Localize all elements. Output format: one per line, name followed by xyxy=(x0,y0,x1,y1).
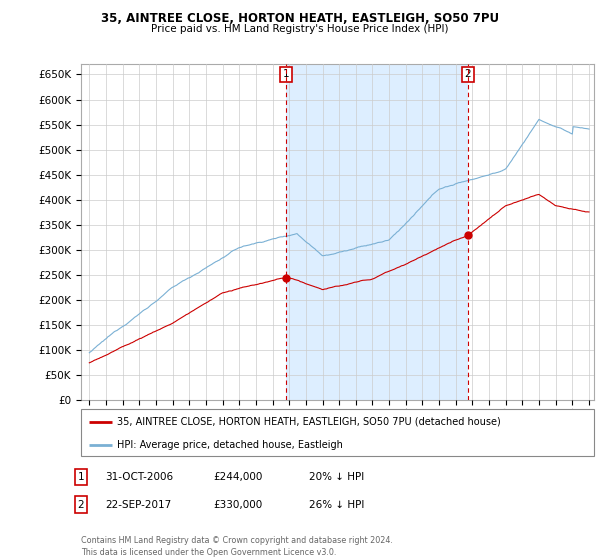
Text: 26% ↓ HPI: 26% ↓ HPI xyxy=(309,500,364,510)
Bar xyxy=(286,64,468,400)
Text: 22-SEP-2017: 22-SEP-2017 xyxy=(105,500,171,510)
Text: £330,000: £330,000 xyxy=(213,500,262,510)
Text: 31-OCT-2006: 31-OCT-2006 xyxy=(105,472,173,482)
FancyBboxPatch shape xyxy=(81,409,594,456)
Text: 35, AINTREE CLOSE, HORTON HEATH, EASTLEIGH, SO50 7PU (detached house): 35, AINTREE CLOSE, HORTON HEATH, EASTLEI… xyxy=(117,417,500,427)
Text: Price paid vs. HM Land Registry's House Price Index (HPI): Price paid vs. HM Land Registry's House … xyxy=(151,24,449,34)
Text: Contains HM Land Registry data © Crown copyright and database right 2024.
This d: Contains HM Land Registry data © Crown c… xyxy=(81,536,393,557)
Text: 2: 2 xyxy=(464,69,471,80)
Text: 20% ↓ HPI: 20% ↓ HPI xyxy=(309,472,364,482)
Text: 35, AINTREE CLOSE, HORTON HEATH, EASTLEIGH, SO50 7PU: 35, AINTREE CLOSE, HORTON HEATH, EASTLEI… xyxy=(101,12,499,25)
Text: 2: 2 xyxy=(77,500,85,510)
Text: 1: 1 xyxy=(77,472,85,482)
Text: 1: 1 xyxy=(283,69,290,80)
Text: HPI: Average price, detached house, Eastleigh: HPI: Average price, detached house, East… xyxy=(117,440,343,450)
Text: £244,000: £244,000 xyxy=(213,472,262,482)
